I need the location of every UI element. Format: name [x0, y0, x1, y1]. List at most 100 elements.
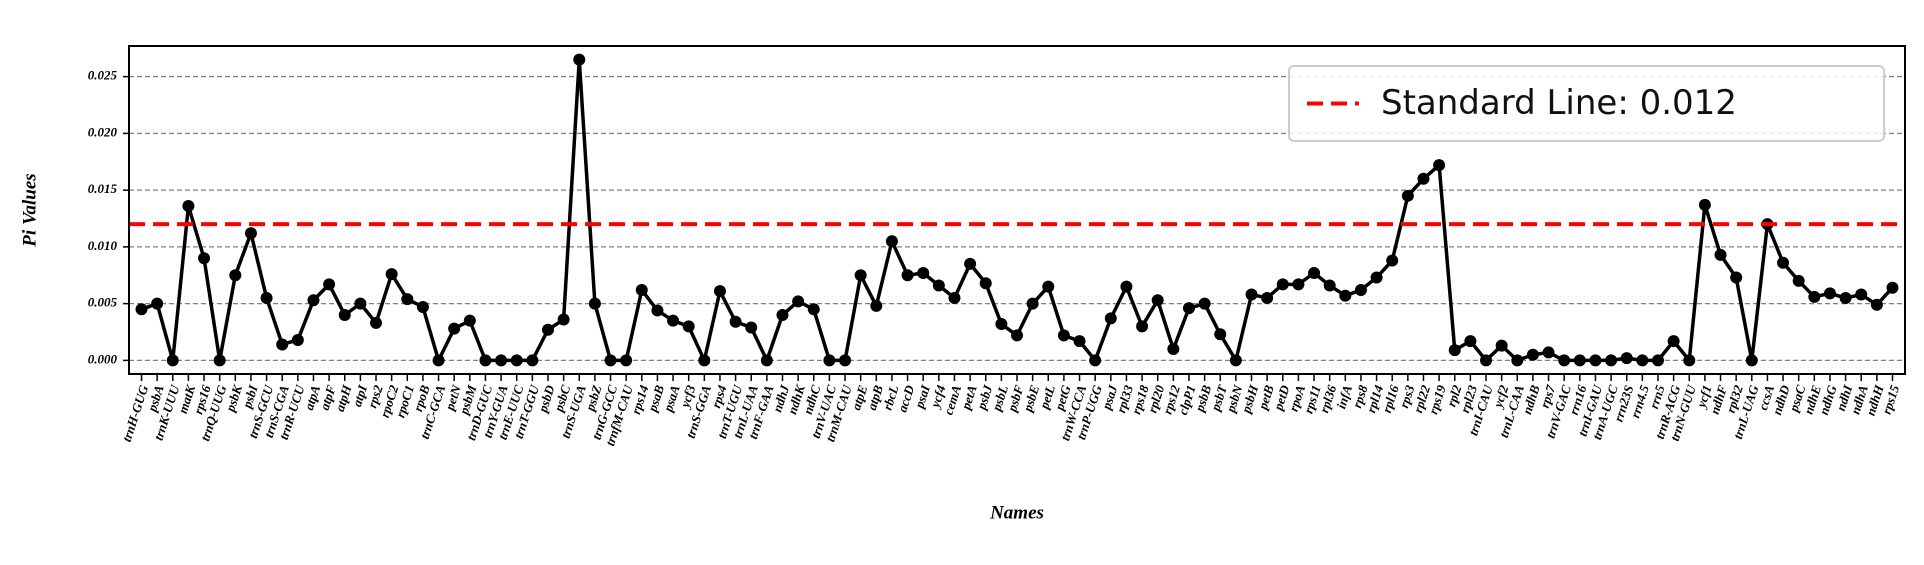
data-point — [557, 313, 570, 326]
legend-box — [1288, 65, 1885, 142]
data-point — [338, 308, 351, 321]
data-point — [1057, 329, 1070, 342]
data-point — [510, 354, 523, 367]
data-point — [198, 252, 211, 265]
data-point — [1151, 294, 1164, 307]
data-point — [604, 354, 617, 367]
data-point — [823, 354, 836, 367]
data-point — [917, 266, 930, 279]
data-point — [620, 354, 633, 367]
data-point — [1245, 288, 1258, 301]
x-tick-label: trnH-GUG — [119, 383, 152, 444]
data-point — [839, 354, 852, 367]
data-point — [448, 322, 461, 335]
x-tick-label: petL — [1036, 383, 1058, 411]
x-tick-label: atpI — [349, 382, 370, 408]
data-point — [1182, 302, 1195, 315]
data-point — [870, 299, 883, 312]
data-point — [291, 333, 304, 346]
data-point — [151, 297, 164, 310]
data-point — [1886, 281, 1899, 294]
data-point — [1495, 339, 1508, 352]
data-point — [573, 53, 586, 66]
x-tick-label: rps3 — [1396, 383, 1418, 410]
data-point — [1308, 266, 1321, 279]
data-point — [1777, 256, 1790, 269]
x-tick-label: rps7 — [1537, 383, 1559, 410]
data-point — [729, 315, 742, 328]
data-point — [807, 303, 820, 316]
data-point — [1073, 335, 1086, 348]
data-point — [979, 277, 992, 290]
x-tick-label: psbI — [239, 382, 261, 410]
x-tick-label: rrn5 — [1646, 383, 1668, 411]
data-point — [1401, 189, 1414, 202]
plot-frame — [128, 45, 1906, 375]
data-point — [1558, 354, 1571, 367]
data-point — [385, 268, 398, 281]
y-tick-label: 0.000 — [88, 351, 118, 366]
data-point — [635, 284, 648, 297]
data-point — [1417, 172, 1430, 185]
x-axis-label: Names — [989, 502, 1044, 523]
data-point — [1605, 354, 1618, 367]
data-point — [1526, 348, 1539, 361]
data-point — [1042, 280, 1055, 293]
x-tick-label: ycf1 — [1693, 383, 1715, 411]
data-point — [1683, 354, 1696, 367]
data-point — [901, 269, 914, 282]
x-tick-label: ycf3 — [677, 383, 699, 411]
data-point — [1261, 291, 1274, 304]
data-point — [760, 354, 773, 367]
data-point — [370, 316, 383, 329]
data-point — [1839, 291, 1852, 304]
data-point — [1292, 278, 1305, 291]
data-point — [1870, 298, 1883, 311]
data-point — [526, 354, 539, 367]
data-point — [1730, 271, 1743, 284]
y-tick-label: 0.010 — [88, 238, 118, 253]
data-point — [1276, 278, 1289, 291]
x-tick-label: ycf2 — [1490, 383, 1512, 411]
data-point — [1104, 312, 1117, 325]
data-point — [698, 354, 711, 367]
data-point — [854, 269, 867, 282]
data-point — [1714, 248, 1727, 261]
data-point — [495, 354, 508, 367]
data-point — [651, 304, 664, 317]
data-point — [135, 303, 148, 316]
data-point — [1433, 159, 1446, 172]
data-point — [1136, 320, 1149, 333]
data-point — [354, 297, 367, 310]
data-point — [401, 293, 414, 306]
data-point — [1792, 274, 1805, 287]
y-tick-label: 0.020 — [88, 124, 118, 139]
data-point — [1855, 288, 1868, 301]
x-tick-label: rps8 — [1349, 383, 1371, 410]
data-point — [1370, 271, 1383, 284]
data-point — [432, 354, 445, 367]
data-point — [1167, 343, 1180, 356]
x-tick-label: infA — [1333, 383, 1355, 411]
data-point — [1589, 354, 1602, 367]
data-point — [995, 318, 1008, 331]
legend-label: Standard Line: 0.012 — [1381, 83, 1737, 123]
data-point — [1464, 335, 1477, 348]
data-point — [229, 269, 242, 282]
x-tick-label: ycf4 — [927, 383, 949, 411]
data-point — [964, 257, 977, 270]
data-point — [1573, 354, 1586, 367]
data-point — [776, 308, 789, 321]
y-tick-label: 0.025 — [88, 68, 118, 83]
data-point — [1229, 354, 1242, 367]
data-point — [182, 200, 195, 213]
data-point — [713, 285, 726, 298]
data-point — [932, 279, 945, 292]
data-point — [745, 321, 758, 334]
y-tick-label: 0.015 — [88, 181, 118, 196]
y-tick-label: 0.005 — [88, 295, 118, 310]
data-point — [1620, 352, 1633, 365]
data-point — [307, 294, 320, 307]
